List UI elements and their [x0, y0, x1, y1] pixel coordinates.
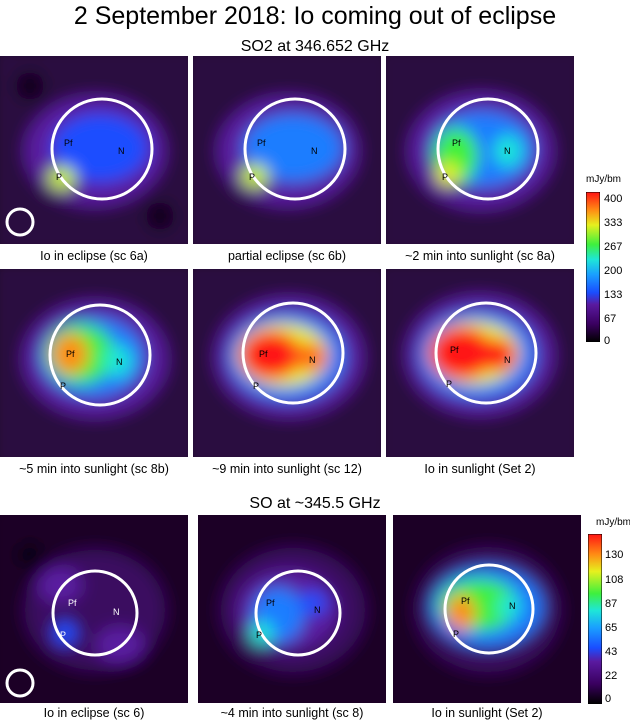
panel-caption: partial eclipse (sc 6b) — [227, 249, 347, 263]
colorbar-tick: 87 — [605, 598, 618, 610]
svg-text:P: P — [453, 629, 459, 639]
beam-ellipse-icon — [5, 668, 35, 698]
svg-text:P: P — [442, 172, 448, 182]
map-panel-6: Pf N P — [386, 269, 574, 457]
panel-caption: ~2 min into sunlight (sc 8a) — [405, 249, 555, 263]
svg-text:Pf: Pf — [68, 598, 77, 608]
svg-text:P: P — [60, 381, 66, 391]
colorbar-tick: 0 — [604, 335, 611, 347]
svg-text:N: N — [309, 355, 316, 365]
map-panel-2: Pf N P — [193, 56, 381, 244]
panel-caption: ~9 min into sunlight (sc 12) — [212, 462, 362, 476]
map-panel-3: Pf N P — [386, 56, 574, 244]
colorbar-2 — [588, 534, 602, 704]
svg-text:N: N — [113, 607, 120, 617]
svg-text:N: N — [311, 146, 318, 156]
colorbar-tick: 67 — [604, 313, 617, 325]
svg-text:N: N — [116, 357, 123, 367]
svg-text:Pf: Pf — [266, 598, 275, 608]
section-heading-so2: SO2 at 346.652 GHz — [240, 38, 390, 55]
colorbar-tick: 200 — [604, 265, 623, 277]
colorbar-tick: 267 — [604, 241, 623, 253]
svg-text:P: P — [56, 172, 62, 182]
map-panel-7: Pf N P — [0, 515, 188, 703]
section-heading-so: SO at ~345.5 GHz — [249, 495, 381, 512]
colorbar-tick: 65 — [605, 622, 618, 634]
beam-ellipse-icon — [5, 207, 35, 237]
svg-text:Pf: Pf — [66, 349, 75, 359]
panel-caption: ~5 min into sunlight (sc 8b) — [19, 462, 169, 476]
svg-text:Pf: Pf — [461, 596, 470, 606]
colorbar-tick: 133 — [604, 289, 623, 301]
svg-text:Pf: Pf — [257, 138, 266, 148]
svg-text:P: P — [253, 381, 259, 391]
svg-text:P: P — [256, 630, 262, 640]
colorbar-tick: 130 — [605, 549, 624, 561]
svg-text:P: P — [60, 630, 66, 640]
colorbar-1 — [586, 192, 600, 342]
map-panel-5: Pf N P — [193, 269, 381, 457]
colorbar-unit: mJy/bm — [586, 174, 621, 185]
svg-text:P: P — [446, 379, 452, 389]
colorbar-tick: 400 — [604, 193, 623, 205]
panel-caption: Io in eclipse (sc 6) — [43, 706, 145, 720]
colorbar-unit: mJy/bm — [596, 517, 630, 528]
map-panel-1: Pf N P — [0, 56, 188, 244]
map-panel-8: Pf N P — [198, 515, 386, 703]
colorbar-tick: 43 — [605, 646, 618, 658]
panel-caption: Io in sunlight (Set 2) — [424, 462, 536, 476]
colorbar-tick: 0 — [605, 693, 612, 705]
svg-text:Pf: Pf — [259, 349, 268, 359]
map-panel-9: Pf N P — [393, 515, 581, 703]
svg-text:Pf: Pf — [64, 138, 73, 148]
colorbar-tick: 333 — [604, 217, 623, 229]
colorbar-tick: 108 — [605, 574, 624, 586]
svg-text:N: N — [314, 605, 321, 615]
svg-text:N: N — [504, 146, 511, 156]
svg-text:N: N — [118, 146, 125, 156]
svg-text:P: P — [249, 172, 255, 182]
svg-text:Pf: Pf — [452, 138, 461, 148]
svg-text:N: N — [509, 601, 516, 611]
panel-caption: Io in sunlight (Set 2) — [431, 706, 543, 720]
svg-text:N: N — [504, 355, 511, 365]
figure-title: 2 September 2018: Io coming out of eclip… — [73, 2, 557, 30]
map-panel-4: Pf N P — [0, 269, 188, 457]
panel-caption: Io in eclipse (sc 6a) — [40, 249, 148, 263]
svg-text:Pf: Pf — [450, 345, 459, 355]
colorbar-tick: 22 — [605, 670, 618, 682]
panel-caption: ~4 min into sunlight (sc 8) — [220, 706, 364, 720]
